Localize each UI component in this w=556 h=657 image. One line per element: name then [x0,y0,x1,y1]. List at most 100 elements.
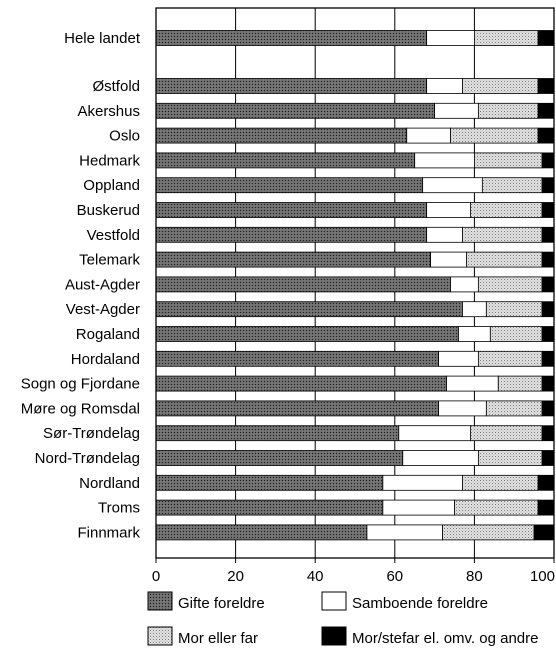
bar-nord-tr-ndelag-mor-stefar-el-omv-og-andre [541,450,555,466]
bar-nordland-mor-stefar-el-omv-og-andre [537,474,555,491]
bar-telemark-mor-eller-far [466,251,543,268]
x-axis-ticks: 0 20 40 60 80 100 [152,558,555,585]
category-label: Troms [98,500,140,517]
bar-nord-tr-ndelag-gifte-foreldre [155,450,404,466]
plot-border [155,7,555,559]
bar-telemark-samboende-foreldre [430,251,467,268]
bars [155,30,555,541]
bar-s-r-tr-ndelag-mor-eller-far [470,425,543,442]
plot-frame [155,7,555,559]
bar-finnmark-gifte-foreldre [155,524,368,541]
x-tick-label: 0 [152,568,160,585]
x-tick-label: 60 [386,568,403,585]
category-label: Møre og Romsdal [21,400,140,417]
bar-buskerud-gifte-foreldre [155,202,428,218]
bar-m-re-og-romsdal-samboende-foreldre [438,400,487,417]
x-tick-label: 40 [307,568,324,585]
bar-telemark-gifte-foreldre [155,251,432,268]
bar-s-r-tr-ndelag-samboende-foreldre [398,425,471,442]
bar-troms-mor-stefar-el-omv-og-andre [537,499,555,516]
bar-stfold-gifte-foreldre [155,78,428,94]
bar-akershus-gifte-foreldre [155,102,436,119]
legend-swatch-samboende-foreldre [321,591,347,611]
bar-hedmark-mor-stefar-el-omv-og-andre [541,152,555,169]
category-label: Østfold [92,78,140,95]
bar-stfold-samboende-foreldre [426,78,463,94]
bar-oslo-gifte-foreldre [155,127,408,144]
bar-akershus-mor-stefar-el-omv-og-andre [537,102,555,119]
bar-sogn-og-fjordane-gifte-foreldre [155,375,447,392]
bar-m-re-og-romsdal-mor-eller-far [485,400,543,417]
legend: Gifte foreldre Samboende foreldre Mor elle… [147,591,538,647]
bar-hordaland-gifte-foreldre [155,350,439,367]
bar-aust-agder-mor-eller-far [477,276,543,293]
bar-m-re-og-romsdal-mor-stefar-el-omv-og-andre [541,400,555,417]
bar-finnmark-mor-eller-far [442,524,535,541]
category-label: Telemark [79,252,140,269]
category-label: Nord-Trøndelag [35,450,140,467]
bar-stfold-mor-eller-far [462,78,539,94]
bar-oslo-mor-stefar-el-omv-og-andre [537,127,555,144]
bar-vest-agder-mor-eller-far [485,301,543,318]
category-label: Hele landet [64,30,141,47]
category-labels: Hele landet Østfold Akershus Oslo Hedmark Opp… [21,30,141,541]
bar-oslo-samboende-foreldre [406,127,451,144]
category-label: Sogn og Fjordane [21,376,140,393]
bar-sogn-og-fjordane-mor-stefar-el-omv-og-andre [541,375,555,392]
category-label: Vestfold [87,227,140,244]
bar-rogaland-gifte-foreldre [155,326,459,342]
x-tick-label: 80 [466,568,483,585]
bar-vest-agder-samboende-foreldre [462,301,487,318]
bar-rogaland-mor-eller-far [489,326,543,342]
bar-nord-tr-ndelag-mor-eller-far [477,450,543,466]
bar-vestfold-samboende-foreldre [426,226,463,243]
bar-hedmark-mor-eller-far [473,152,543,169]
bar-vestfold-mor-eller-far [462,226,543,243]
category-label: Finnmark [77,524,140,541]
bar-hordaland-mor-eller-far [477,350,543,367]
bar-hordaland-mor-stefar-el-omv-og-andre [541,350,555,367]
bar-oppland-gifte-foreldre [155,177,424,194]
category-label: Nordland [79,475,140,492]
bar-hele-landet-samboende-foreldre [426,30,475,46]
category-label: Vest-Agder [66,301,140,318]
category-label: Akershus [77,103,140,120]
bar-troms-samboende-foreldre [382,499,455,516]
category-label: Oppland [83,177,140,194]
bar-nordland-gifte-foreldre [155,474,384,491]
bar-telemark-mor-stefar-el-omv-og-andre [541,251,555,268]
bar-aust-agder-samboende-foreldre [450,276,479,293]
bar-buskerud-samboende-foreldre [426,202,471,218]
bar-s-r-tr-ndelag-mor-stefar-el-omv-og-andre [541,425,555,442]
category-label: Aust-Agder [65,276,140,293]
bar-vest-agder-gifte-foreldre [155,301,463,318]
bar-s-r-tr-ndelag-gifte-foreldre [155,425,400,442]
bar-vestfold-gifte-foreldre [155,226,428,243]
legend-swatch-mor-eller-far [147,626,173,646]
bar-hedmark-gifte-foreldre [155,152,416,169]
legend-label: Mor/stefar el. omv. og andre [352,630,538,647]
bar-aust-agder-gifte-foreldre [155,276,451,293]
category-label: Rogaland [76,326,140,343]
bar-m-re-og-romsdal-gifte-foreldre [155,400,439,417]
bar-oslo-mor-eller-far [450,127,539,144]
bar-buskerud-mor-stefar-el-omv-og-andre [541,202,555,218]
bar-buskerud-mor-eller-far [470,202,543,218]
bar-oppland-mor-eller-far [481,177,543,194]
bar-troms-gifte-foreldre [155,499,384,516]
bar-akershus-mor-eller-far [477,102,539,119]
bar-oppland-mor-stefar-el-omv-og-andre [541,177,555,194]
category-label: Buskerud [77,202,140,219]
bar-sogn-og-fjordane-mor-eller-far [497,375,543,392]
legend-label: Gifte foreldre [178,595,265,612]
bar-rogaland-mor-stefar-el-omv-og-andre [541,326,555,342]
bar-vestfold-mor-stefar-el-omv-og-andre [541,226,555,243]
legend-swatch-mor-stefar-el-omv-og-andre [321,626,347,646]
bar-hordaland-samboende-foreldre [438,350,479,367]
x-tick-label: 100 [530,568,555,585]
bar-nord-tr-ndelag-samboende-foreldre [402,450,479,466]
legend-label: Mor eller far [178,630,258,647]
legend-label: Samboende foreldre [352,595,488,612]
category-label: Oslo [109,128,140,145]
